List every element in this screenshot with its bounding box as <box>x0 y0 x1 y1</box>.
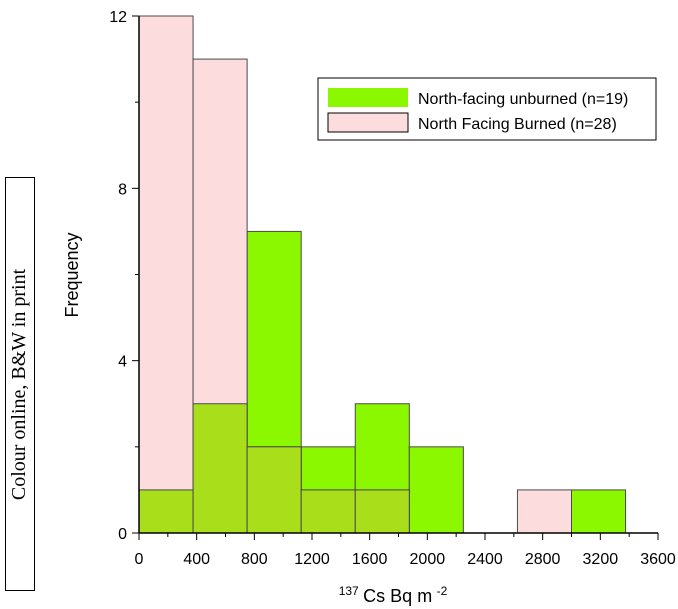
print-note-box: Colour online, B&W in print <box>5 177 35 591</box>
legend-label-burned: North Facing Burned (n=28) <box>418 116 617 133</box>
legend-swatch-burned <box>327 112 409 133</box>
x-axis-label: 137 Cs Bq m -2 <box>339 582 448 606</box>
x-tick-label: 2800 <box>525 551 561 568</box>
y-tick-label: 12 <box>109 9 127 26</box>
print-note-text: Colour online, B&W in print <box>8 268 31 500</box>
bar-overlap <box>138 489 194 534</box>
bar-unburned <box>408 446 464 534</box>
bar-burned <box>516 489 572 534</box>
x-tick-label: 0 <box>135 551 144 568</box>
x-tick-label: 400 <box>183 551 210 568</box>
x-axis-label-main: Cs Bq m <box>363 586 432 606</box>
bar-overlap <box>192 403 248 534</box>
bar-overlap <box>300 489 356 534</box>
tick-labels: 0 400 800 1200 1600 2000 2400 2800 3200 3600 0 4 8 12 <box>109 9 676 568</box>
x-tick-label: 1600 <box>352 551 388 568</box>
bar-overlap <box>354 489 410 534</box>
legend-label-unburned: North-facing unburned (n=19) <box>418 91 628 108</box>
y-tick-label: 8 <box>118 181 127 198</box>
x-tick-label: 3200 <box>583 551 619 568</box>
overlap-bars <box>138 403 410 534</box>
x-tick-label: 1200 <box>294 551 330 568</box>
x-axis-label-superscript: 137 <box>339 584 359 598</box>
x-tick-label: 800 <box>241 551 268 568</box>
x-axis-label-exponent: -2 <box>437 584 448 598</box>
y-tick-label: 0 <box>118 526 127 543</box>
axes <box>132 15 659 540</box>
legend-swatch-unburned <box>328 88 408 107</box>
bar-unburned <box>571 489 627 534</box>
x-tick-label: 2000 <box>410 551 446 568</box>
legend: North-facing unburned (n=19) North Facin… <box>317 77 657 141</box>
bar-burned <box>138 15 194 534</box>
bar-overlap <box>246 446 302 534</box>
y-axis-label: Frequency <box>62 232 82 317</box>
x-tick-label: 2400 <box>467 551 503 568</box>
x-tick-label: 3600 <box>640 551 676 568</box>
y-tick-label: 4 <box>118 354 127 371</box>
